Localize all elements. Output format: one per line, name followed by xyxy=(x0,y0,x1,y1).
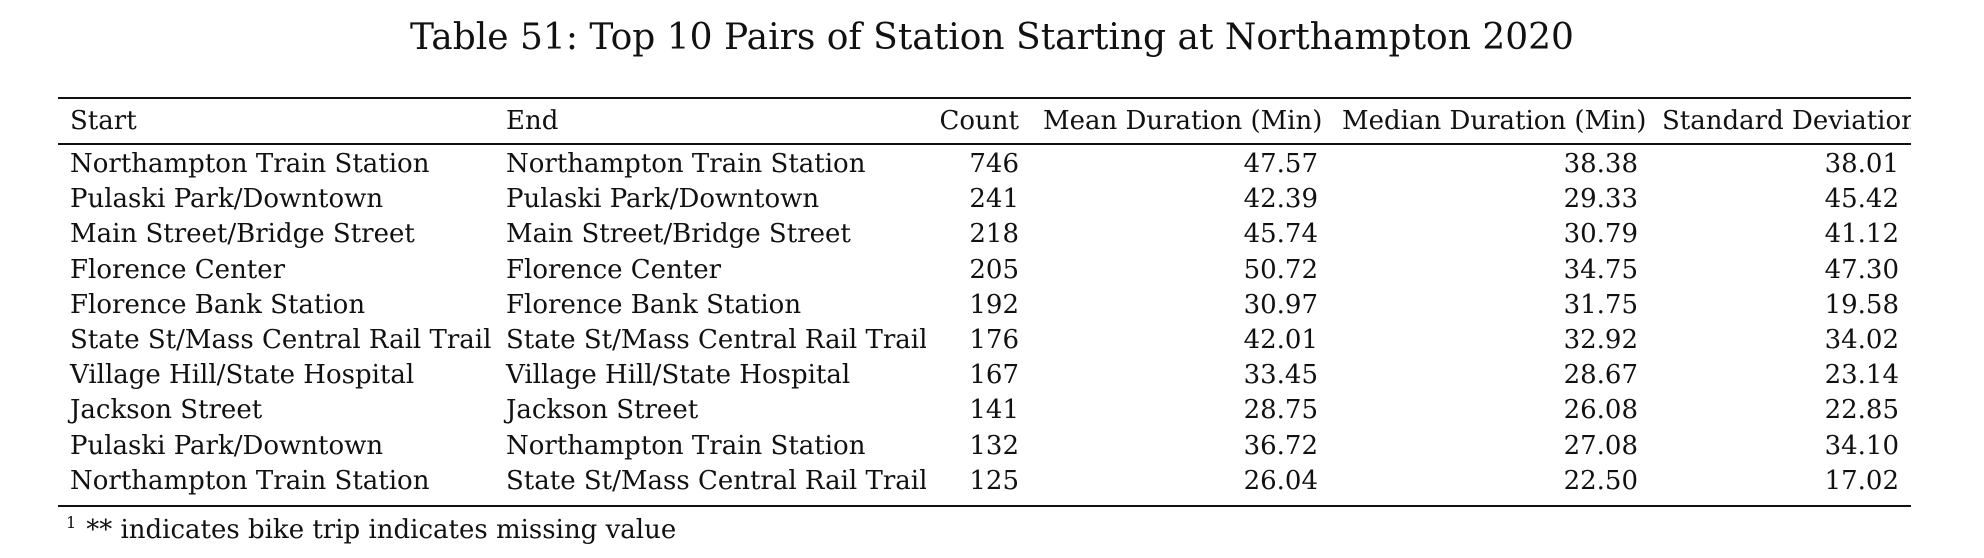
table-row: Northampton Train Station State St/Mass C… xyxy=(58,464,1911,499)
cell-count: 141 xyxy=(969,395,1019,426)
cell-median-duration: 22.50 xyxy=(1563,465,1638,496)
cell-mean-duration: 50.72 xyxy=(1243,254,1318,285)
cell-mean-duration: 47.57 xyxy=(1243,149,1318,179)
cell-mean-duration: 26.04 xyxy=(1243,465,1318,496)
cell-count: 192 xyxy=(969,289,1019,320)
header-end: End xyxy=(506,106,559,136)
cell-start: Village Hill/State Hospital xyxy=(70,360,415,391)
cell-standard-deviation: 34.10 xyxy=(1824,430,1899,461)
footnote-text: ** indicates bike trip indicates missing… xyxy=(86,515,677,545)
cell-end: Florence Center xyxy=(506,254,722,285)
cell-standard-deviation: 17.02 xyxy=(1824,465,1899,496)
cell-start: Northampton Train Station xyxy=(70,465,430,496)
table-row: Northampton Train Station Northampton Tra… xyxy=(58,147,1911,182)
footnote-marker: 1 xyxy=(66,513,77,532)
cell-standard-deviation: 19.58 xyxy=(1824,289,1899,320)
cell-median-duration: 26.08 xyxy=(1563,395,1638,426)
table-row: Florence Center Florence Center 205 50.72 34… xyxy=(58,253,1911,288)
table-row: Main Street/Bridge Street Main Street/Bri… xyxy=(58,217,1911,252)
cell-end: Pulaski Park/Downtown xyxy=(506,184,820,215)
cell-count: 205 xyxy=(969,254,1019,285)
table-row: Pulaski Park/Downtown Pulaski Park/Downto… xyxy=(58,182,1911,217)
header-rule xyxy=(58,143,1911,145)
cell-median-duration: 38.38 xyxy=(1563,149,1638,179)
table-caption: Table 51: Top 10 Pairs of Station Starti… xyxy=(410,17,1574,58)
cell-median-duration: 31.75 xyxy=(1563,289,1638,320)
header-mean-duration: Mean Duration (Min) xyxy=(1043,106,1323,136)
header-median-duration: Median Duration (Min) xyxy=(1342,106,1647,136)
cell-median-duration: 34.75 xyxy=(1563,254,1638,285)
cell-count: 218 xyxy=(969,219,1019,250)
cell-mean-duration: 28.75 xyxy=(1243,395,1318,426)
cell-mean-duration: 42.39 xyxy=(1243,184,1318,215)
cell-start: State St/Mass Central Rail Trail xyxy=(70,325,492,356)
cell-count: 746 xyxy=(969,149,1019,179)
table-row: Jackson Street Jackson Street 141 28.75 26.0… xyxy=(58,393,1911,428)
cell-end: State St/Mass Central Rail Trail xyxy=(506,325,926,356)
cell-median-duration: 30.79 xyxy=(1563,219,1638,250)
cell-count: 176 xyxy=(969,325,1019,356)
cell-end: Florence Bank Station xyxy=(506,289,802,320)
cell-median-duration: 28.67 xyxy=(1563,360,1638,391)
cell-standard-deviation: 41.12 xyxy=(1824,219,1899,250)
cell-count: 167 xyxy=(969,360,1019,391)
cell-end: Northampton Train Station xyxy=(506,430,866,461)
bottom-rule xyxy=(58,505,1911,507)
cell-median-duration: 27.08 xyxy=(1563,430,1638,461)
cell-standard-deviation: 45.42 xyxy=(1824,184,1899,215)
cell-mean-duration: 45.74 xyxy=(1243,219,1318,250)
cell-end: Jackson Street xyxy=(506,395,699,426)
cell-start: Jackson Street xyxy=(70,395,263,426)
cell-standard-deviation: 22.85 xyxy=(1824,395,1899,426)
cell-standard-deviation: 38.01 xyxy=(1824,149,1899,179)
cell-count: 241 xyxy=(969,184,1019,215)
header-row: Start End Count Mean Duration (Min) Medi… xyxy=(58,99,1911,143)
cell-start: Northampton Train Station xyxy=(70,149,430,179)
cell-standard-deviation: 34.02 xyxy=(1824,325,1899,356)
cell-start: Pulaski Park/Downtown xyxy=(70,430,384,461)
cell-end: Main Street/Bridge Street xyxy=(506,219,851,250)
cell-standard-deviation: 47.30 xyxy=(1824,254,1899,285)
cell-mean-duration: 33.45 xyxy=(1243,360,1318,391)
cell-median-duration: 29.33 xyxy=(1563,184,1638,215)
table-row: State St/Mass Central Rail Trail State St… xyxy=(58,323,1911,358)
table-row: Village Hill/State Hospital Village Hill/… xyxy=(58,358,1911,393)
header-standard-deviation: Standard Deviation xyxy=(1662,106,1911,136)
header-count: Count xyxy=(939,106,1020,136)
cell-end: Northampton Train Station xyxy=(506,149,866,179)
cell-count: 132 xyxy=(969,430,1019,461)
cell-mean-duration: 36.72 xyxy=(1243,430,1318,461)
table-body: Northampton Train Station Northampton Tra… xyxy=(58,147,1911,499)
cell-end: Village Hill/State Hospital xyxy=(506,360,851,391)
cell-count: 125 xyxy=(969,465,1019,496)
cell-start: Florence Bank Station xyxy=(70,289,366,320)
cell-standard-deviation: 23.14 xyxy=(1824,360,1899,391)
cell-mean-duration: 42.01 xyxy=(1243,325,1318,356)
footnote: 1 ** indicates bike trip indicates missin… xyxy=(66,505,676,548)
cell-median-duration: 32.92 xyxy=(1563,325,1638,356)
cell-start: Main Street/Bridge Street xyxy=(70,219,415,250)
top-rule xyxy=(58,97,1911,99)
cell-start: Pulaski Park/Downtown xyxy=(70,184,384,215)
cell-end: State St/Mass Central Rail Trail xyxy=(506,465,926,496)
cell-mean-duration: 30.97 xyxy=(1243,289,1318,320)
header-start: Start xyxy=(70,106,137,136)
cell-start: Florence Center xyxy=(70,254,286,285)
stations-table: Start End Count Mean Duration (Min) Medi… xyxy=(58,99,1911,499)
table-row: Pulaski Park/Downtown Northampton Train S… xyxy=(58,429,1911,464)
table-row: Florence Bank Station Florence Bank Stati… xyxy=(58,288,1911,323)
